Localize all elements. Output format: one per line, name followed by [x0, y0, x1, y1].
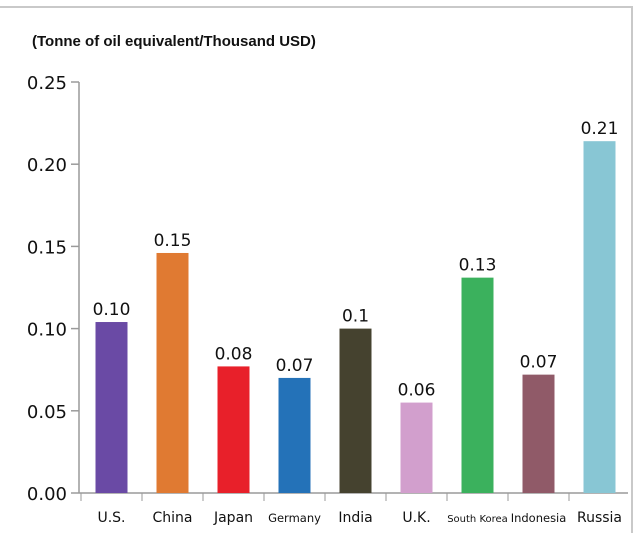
bar	[522, 374, 555, 493]
x-tick-label: Germany	[268, 511, 321, 525]
data-label: 0.07	[520, 353, 558, 373]
bars	[95, 141, 616, 493]
x-tick-labels: U.S. China Japan Germany India U.K. South Kore…	[97, 510, 622, 526]
data-label: 0.1	[342, 307, 369, 327]
data-label: 0.10	[93, 300, 131, 320]
bar	[217, 366, 250, 493]
y-tick-label: 0.00	[27, 484, 67, 505]
y-axis-unit-label: (Tonne of oil equivalent/Thousand USD)	[32, 33, 316, 50]
bar	[95, 322, 128, 493]
chart-frame	[0, 6, 633, 533]
x-tick-label: India	[338, 510, 372, 526]
data-label: 0.15	[154, 231, 192, 251]
y-tick-label: 0.10	[27, 320, 67, 341]
y-tick-label: 0.05	[27, 402, 67, 423]
bar	[339, 328, 372, 493]
x-tick-label: South Korea	[447, 514, 508, 525]
y-tick-label: 0.25	[27, 73, 67, 94]
bar	[461, 277, 494, 493]
bar	[156, 252, 189, 493]
data-labels: 0.10 0.15 0.08 0.07 0.1 0.06 0.13 0.07 0.21	[93, 119, 619, 400]
data-label: 0.07	[276, 356, 314, 376]
data-label: 0.13	[459, 256, 497, 276]
x-tick-label: China	[153, 510, 193, 526]
bar	[400, 402, 433, 493]
x-tick-label: U.K.	[402, 510, 430, 526]
y-tick-labels: 0.00 0.05 0.10 0.15 0.20 0.25	[27, 73, 67, 505]
data-label: 0.21	[581, 119, 619, 139]
x-tick-label: Russia	[577, 510, 622, 526]
data-label: 0.06	[398, 381, 436, 401]
x-tick-label: Japan	[213, 510, 253, 526]
y-tick-label: 0.15	[27, 237, 67, 258]
x-tick-label: Indonesia	[511, 511, 567, 525]
bar	[278, 377, 311, 493]
y-tick-label: 0.20	[27, 155, 67, 176]
data-label: 0.08	[215, 344, 253, 364]
bar	[583, 141, 616, 493]
x-tick-label: U.S.	[97, 510, 125, 526]
